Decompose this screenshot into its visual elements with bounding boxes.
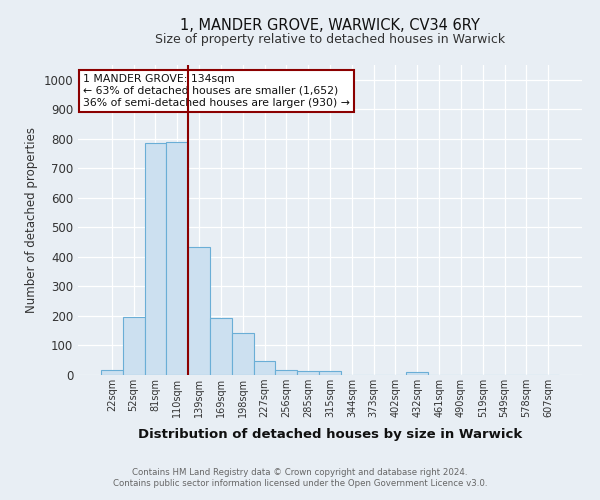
Bar — [188, 246, 210, 375]
Bar — [210, 318, 232, 375]
Bar — [297, 371, 319, 375]
Y-axis label: Number of detached properties: Number of detached properties — [25, 127, 38, 313]
Text: 1, MANDER GROVE, WARWICK, CV34 6RY: 1, MANDER GROVE, WARWICK, CV34 6RY — [180, 18, 480, 32]
Bar — [275, 370, 297, 375]
Bar — [101, 370, 123, 375]
Text: Size of property relative to detached houses in Warwick: Size of property relative to detached ho… — [155, 32, 505, 46]
Text: 1 MANDER GROVE: 134sqm
← 63% of detached houses are smaller (1,652)
36% of semi-: 1 MANDER GROVE: 134sqm ← 63% of detached… — [83, 74, 350, 108]
Bar — [166, 142, 188, 375]
Bar — [232, 333, 254, 375]
Bar — [319, 372, 341, 375]
X-axis label: Distribution of detached houses by size in Warwick: Distribution of detached houses by size … — [138, 428, 522, 442]
Text: Contains HM Land Registry data © Crown copyright and database right 2024.
Contai: Contains HM Land Registry data © Crown c… — [113, 468, 487, 487]
Bar — [406, 372, 428, 375]
Bar — [123, 318, 145, 375]
Bar — [254, 361, 275, 375]
Bar — [145, 143, 166, 375]
